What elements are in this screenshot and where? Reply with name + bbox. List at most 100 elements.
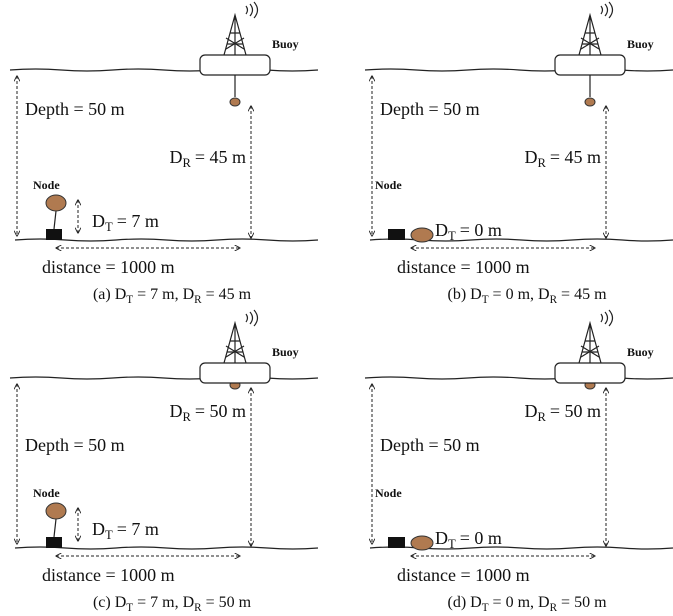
subscript: T: [482, 602, 489, 614]
diagram: BuoyDepth = 50 mDR= 45 mNodeDT= 7 mdista…: [0, 0, 673, 616]
signal: [246, 310, 258, 326]
caption: (a) DT = 7 m, DR = 45 m: [93, 286, 252, 306]
node-anchor: [388, 229, 405, 240]
text-part: = 0 m, D: [493, 594, 550, 611]
distance-label: distance = 1000 m: [42, 257, 175, 277]
text-part: D: [169, 147, 182, 167]
receiver-depth-label: DR = 50 m: [169, 401, 246, 424]
text-part: = 45 m: [195, 147, 246, 167]
text-part: = 0 m, D: [493, 286, 550, 303]
subscript: R: [182, 156, 191, 170]
receiver: [230, 98, 240, 106]
subscript: R: [537, 156, 546, 170]
text-part: = 50 m: [195, 401, 246, 421]
transmitter: [411, 228, 433, 242]
text-part: D: [169, 401, 182, 421]
caption: (c) DT= 7 m, DR= 50 m: [93, 594, 252, 614]
text-part: (d) D: [447, 594, 481, 611]
subscript: R: [550, 294, 558, 306]
receiver-depth-label: DR = 45 m: [524, 147, 601, 170]
buoy: [555, 55, 625, 75]
node-label: Node: [375, 178, 402, 192]
node-label: Node: [375, 486, 402, 500]
subscript: R: [194, 294, 202, 306]
text-part: D: [435, 220, 448, 240]
buoy-label: Buoy: [627, 345, 654, 359]
buoy-label: Buoy: [272, 37, 299, 51]
signal: [601, 310, 613, 326]
sea-surface: [10, 69, 318, 71]
caption: (b) DT = 0 m, DR= 45 m: [447, 286, 607, 306]
transmitter: [411, 536, 433, 550]
depth-label: Depth = 50 m: [25, 435, 125, 455]
text-part: (b) D: [447, 286, 481, 303]
text-part: = 7 m, D: [137, 286, 194, 303]
node-tether: [54, 211, 56, 229]
subscript: R: [537, 410, 546, 424]
text-part: = 45 m: [550, 147, 601, 167]
node-label: Node: [33, 486, 60, 500]
text-part: = 45 m: [561, 286, 607, 303]
subscript: T: [126, 602, 133, 614]
text-part: = 7 m, D: [137, 594, 194, 611]
text-part: (a) D: [93, 286, 126, 303]
text-part: = 7 m: [117, 211, 159, 231]
subscript: T: [105, 220, 113, 234]
node-tether: [54, 519, 56, 537]
subscript: R: [550, 602, 558, 614]
subscript: T: [126, 294, 133, 306]
transmitter: [46, 195, 66, 211]
tower: [579, 15, 601, 55]
buoy-label: Buoy: [627, 37, 654, 51]
panel: Buoy Depth = 50 m DR = 50 m Node D T = 7 m dista…: [10, 310, 318, 614]
transmitter-depth-label: DT = 0 m: [435, 220, 502, 243]
receiver: [585, 98, 595, 106]
text-part: = 50 m: [561, 594, 607, 611]
transmitter-depth-label: DT = 0 m: [435, 528, 502, 551]
buoy-label: Buoy: [272, 345, 299, 359]
text-part: = 0 m: [460, 220, 502, 240]
node-anchor: [388, 537, 405, 548]
transmitter: [46, 503, 66, 519]
text-part: D: [524, 147, 537, 167]
text-part: D: [92, 211, 105, 231]
buoy: [555, 363, 625, 383]
tower: [224, 323, 246, 363]
distance-label: distance = 1000 m: [397, 257, 530, 277]
receiver-depth-label: DR= 50 m: [524, 401, 601, 424]
receiver-depth-label: DR = 45 m: [169, 147, 246, 170]
sea-surface: [365, 69, 673, 71]
depth-label: Depth = 50 m: [380, 99, 480, 119]
transmitter-depth-label: DT= 7 m: [92, 519, 159, 542]
signal: [246, 2, 258, 18]
text-part: (c) D: [93, 594, 126, 611]
text-part: = 50 m: [550, 401, 601, 421]
text-part: D: [435, 528, 448, 548]
subscript: R: [194, 602, 202, 614]
signal: [601, 2, 613, 18]
caption: (d) DT = 0 m, DR= 50 m: [447, 594, 607, 614]
text-part: = 45 m: [206, 286, 252, 303]
subscript: T: [448, 537, 456, 551]
depth-label: Depth = 50 m: [380, 435, 480, 455]
text-part: = 0 m: [460, 528, 502, 548]
tower: [224, 15, 246, 55]
buoy: [200, 363, 270, 383]
node-label: Node: [33, 178, 60, 192]
text-part: = 7 m: [117, 519, 159, 539]
node-anchor: [46, 537, 62, 548]
node-anchor: [46, 229, 62, 240]
distance-label: distance = 1000 m: [42, 565, 175, 585]
subscript: T: [482, 294, 489, 306]
subscript: T: [105, 528, 113, 542]
transmitter-depth-label: DT = 7 m: [92, 211, 159, 234]
buoy: [200, 55, 270, 75]
sea-surface: [365, 377, 673, 379]
depth-label: Depth = 50 m: [25, 99, 125, 119]
tower: [579, 323, 601, 363]
sea-surface: [10, 377, 318, 379]
subscript: T: [448, 229, 456, 243]
subscript: R: [182, 410, 191, 424]
